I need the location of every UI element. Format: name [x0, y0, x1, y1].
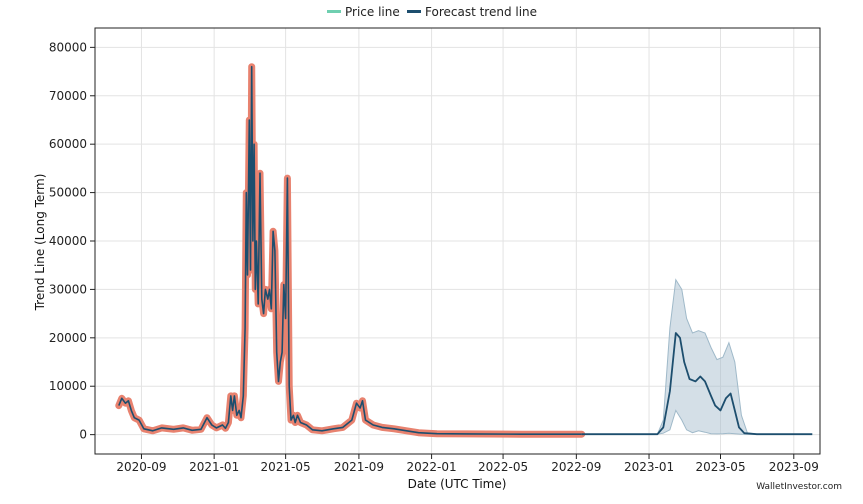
x-tick-label: 2021-09 [334, 460, 384, 474]
y-axis-label: Trend Line (Long Term) [33, 174, 47, 312]
y-tick-label: 20000 [49, 331, 87, 345]
x-tick-label: 2022-01 [407, 460, 457, 474]
y-tick-label: 50000 [49, 186, 87, 200]
x-tick-label: 2022-09 [551, 460, 601, 474]
x-tick-label: 2023-01 [624, 460, 674, 474]
series-layer [115, 63, 813, 438]
y-tick-label: 70000 [49, 89, 87, 103]
forecast-band-layer [656, 278, 757, 435]
legend-swatch-price [327, 10, 341, 13]
forecast-trend-line [581, 332, 813, 436]
y-tick-label: 40000 [49, 234, 87, 248]
x-tick-label: 2023-09 [769, 460, 819, 474]
x-axis-label: Date (UTC Time) [408, 477, 507, 491]
y-tick-label: 80000 [49, 40, 87, 54]
grid-layer [95, 28, 820, 454]
y-tick-label: 10000 [49, 379, 87, 393]
price-trend-overlay [118, 65, 582, 435]
y-tick-label: 30000 [49, 282, 87, 296]
x-tick-label: 2022-05 [478, 460, 528, 474]
axis-layer: 0 10000 20000 30000 40000 50000 60000 70000 8000… [49, 27, 821, 474]
x-tick-label: 2021-05 [261, 460, 311, 474]
watermark: WalletInvestor.com [756, 482, 842, 492]
x-tick-label: 2023-05 [695, 460, 745, 474]
legend-label-forecast: Forecast trend line [425, 5, 537, 19]
forecast-confidence-band [656, 278, 757, 435]
y-tick-label: 0 [79, 428, 87, 442]
plot-frame [94, 27, 821, 455]
y-tick-label: 60000 [49, 137, 87, 151]
x-tick-label: 2021-01 [189, 460, 239, 474]
legend: Price line Forecast trend line [327, 5, 537, 19]
x-tick-label: 2020-09 [116, 460, 166, 474]
price-line [115, 63, 586, 438]
legend-label-price: Price line [345, 5, 400, 19]
legend-swatch-forecast [407, 10, 421, 13]
